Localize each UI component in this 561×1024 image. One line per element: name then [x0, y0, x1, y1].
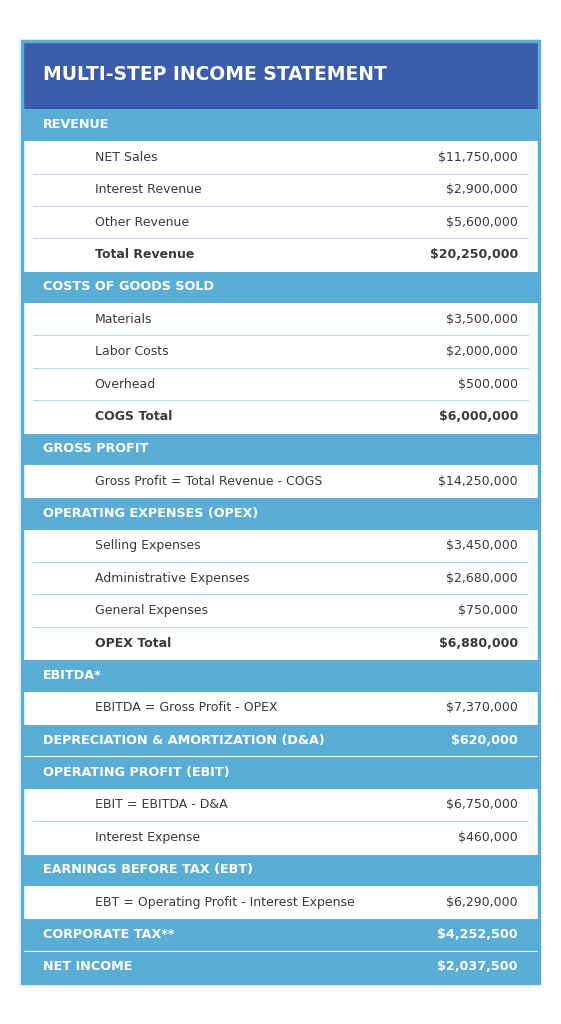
Text: Gross Profit = Total Revenue - COGS: Gross Profit = Total Revenue - COGS — [95, 475, 322, 487]
Text: $7,370,000: $7,370,000 — [446, 701, 518, 715]
Text: EBT = Operating Profit - Interest Expense: EBT = Operating Profit - Interest Expens… — [95, 896, 355, 908]
Bar — [22, 239, 539, 270]
Text: General Expenses: General Expenses — [95, 604, 208, 617]
Bar — [22, 336, 539, 368]
Text: EARNINGS BEFORE TAX (EBT): EARNINGS BEFORE TAX (EBT) — [43, 863, 253, 877]
Text: EBITDA = Gross Profit - OPEX: EBITDA = Gross Profit - OPEX — [95, 701, 277, 715]
Bar — [22, 400, 539, 432]
Text: $2,037,500: $2,037,500 — [438, 961, 518, 974]
Bar — [22, 691, 539, 724]
Bar — [22, 757, 539, 788]
Text: Materials: Materials — [95, 312, 152, 326]
Text: COGS Total: COGS Total — [95, 410, 172, 423]
Text: CORPORATE TAX**: CORPORATE TAX** — [43, 928, 174, 941]
Text: $20,250,000: $20,250,000 — [430, 248, 518, 261]
Bar — [22, 368, 539, 400]
Text: $3,450,000: $3,450,000 — [446, 540, 518, 552]
Bar — [22, 854, 539, 886]
Bar — [22, 821, 539, 854]
Text: Other Revenue: Other Revenue — [95, 216, 189, 228]
Text: $5,600,000: $5,600,000 — [446, 216, 518, 228]
Bar — [22, 206, 539, 239]
Text: COSTS OF GOODS SOLD: COSTS OF GOODS SOLD — [43, 281, 214, 294]
Bar — [22, 173, 539, 206]
Text: $2,000,000: $2,000,000 — [446, 345, 518, 358]
Bar — [22, 886, 539, 919]
Bar — [22, 498, 539, 529]
Text: $4,252,500: $4,252,500 — [437, 928, 518, 941]
Text: Interest Revenue: Interest Revenue — [95, 183, 201, 197]
Bar — [22, 41, 539, 109]
Bar — [22, 788, 539, 821]
Bar — [22, 724, 539, 757]
Text: $460,000: $460,000 — [458, 830, 518, 844]
Text: $2,900,000: $2,900,000 — [446, 183, 518, 197]
Bar — [22, 465, 539, 498]
Bar — [22, 919, 539, 950]
Text: EBITDA*: EBITDA* — [43, 669, 102, 682]
Text: $620,000: $620,000 — [451, 733, 518, 746]
Text: $14,250,000: $14,250,000 — [438, 475, 518, 487]
Bar — [22, 950, 539, 983]
Text: OPEX Total: OPEX Total — [95, 637, 171, 649]
Text: OPERATING EXPENSES (OPEX): OPERATING EXPENSES (OPEX) — [43, 507, 258, 520]
Bar — [22, 595, 539, 627]
Bar — [22, 109, 539, 141]
Text: GROSS PROFIT: GROSS PROFIT — [43, 442, 149, 456]
Text: EBIT = EBITDA - D&A: EBIT = EBITDA - D&A — [95, 799, 227, 811]
Text: $6,000,000: $6,000,000 — [439, 410, 518, 423]
Text: Labor Costs: Labor Costs — [95, 345, 168, 358]
Bar — [22, 562, 539, 595]
Text: MULTI-STEP INCOME STATEMENT: MULTI-STEP INCOME STATEMENT — [43, 66, 387, 84]
Text: OPERATING PROFIT (EBIT): OPERATING PROFIT (EBIT) — [43, 766, 229, 779]
Bar — [22, 659, 539, 691]
Bar — [22, 529, 539, 562]
Text: Total Revenue: Total Revenue — [95, 248, 194, 261]
Text: $500,000: $500,000 — [458, 378, 518, 390]
Bar — [22, 432, 539, 465]
Text: $2,680,000: $2,680,000 — [446, 571, 518, 585]
Text: $6,750,000: $6,750,000 — [446, 799, 518, 811]
Bar — [22, 141, 539, 173]
Text: DEPRECIATION & AMORTIZATION (D&A): DEPRECIATION & AMORTIZATION (D&A) — [43, 733, 325, 746]
Text: $6,880,000: $6,880,000 — [439, 637, 518, 649]
Text: Selling Expenses: Selling Expenses — [95, 540, 200, 552]
Text: $3,500,000: $3,500,000 — [446, 312, 518, 326]
Bar — [22, 627, 539, 659]
Text: $11,750,000: $11,750,000 — [438, 151, 518, 164]
Text: Interest Expense: Interest Expense — [95, 830, 200, 844]
Bar — [22, 270, 539, 303]
Text: Administrative Expenses: Administrative Expenses — [95, 571, 249, 585]
Text: Overhead: Overhead — [95, 378, 156, 390]
Text: NET INCOME: NET INCOME — [43, 961, 132, 974]
Text: REVENUE: REVENUE — [43, 119, 109, 131]
Bar — [22, 303, 539, 336]
Text: $6,290,000: $6,290,000 — [447, 896, 518, 908]
Text: NET Sales: NET Sales — [95, 151, 157, 164]
Text: $750,000: $750,000 — [458, 604, 518, 617]
